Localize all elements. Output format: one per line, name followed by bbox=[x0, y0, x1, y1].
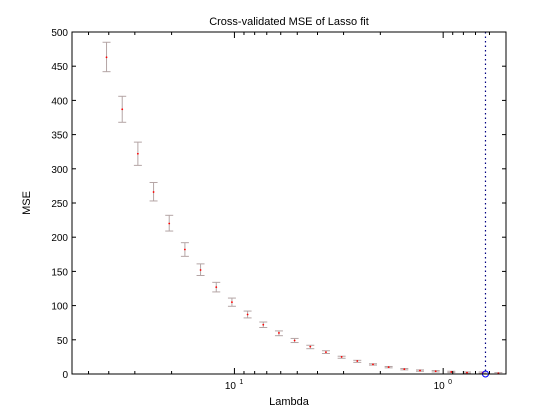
error-bar bbox=[400, 368, 409, 371]
mse-point bbox=[262, 323, 265, 326]
y-axis-label: MSE bbox=[21, 191, 33, 215]
mse-point bbox=[246, 313, 249, 316]
x-axis: 10 1 10 0 bbox=[88, 32, 490, 392]
error-bar bbox=[337, 355, 346, 359]
y-tick-label: 300 bbox=[51, 165, 68, 176]
error-bar bbox=[416, 369, 425, 372]
error-bar bbox=[353, 359, 362, 363]
mse-point bbox=[466, 371, 468, 374]
y-tick-label: 50 bbox=[57, 336, 69, 347]
mse-point bbox=[152, 191, 155, 193]
error-bar bbox=[196, 263, 205, 277]
error-bar bbox=[259, 321, 268, 328]
y-tick-label: 400 bbox=[51, 96, 68, 107]
error-bar bbox=[227, 297, 236, 307]
y-tick-label: 450 bbox=[51, 62, 68, 73]
mse-point bbox=[450, 371, 453, 373]
error-bar bbox=[149, 181, 158, 202]
mse-point bbox=[356, 360, 359, 362]
mse-point bbox=[168, 222, 171, 225]
mse-point bbox=[215, 286, 218, 289]
x-tick-exponent: 0 bbox=[448, 379, 452, 386]
mse-point bbox=[105, 56, 108, 59]
error-bar bbox=[368, 363, 377, 366]
mse-point bbox=[372, 363, 374, 366]
error-bar bbox=[180, 242, 189, 257]
x-tick-exponent: 1 bbox=[239, 379, 243, 386]
mse-point bbox=[136, 152, 139, 155]
mse-point bbox=[434, 370, 437, 373]
error-bar bbox=[165, 214, 174, 232]
y-tick-label: 200 bbox=[51, 233, 68, 244]
y-axis: 0 50 100 150 200 250 300 350 400 450 500 bbox=[51, 28, 506, 381]
mse-point bbox=[121, 108, 124, 111]
mse-point bbox=[293, 339, 296, 342]
chart-title: Cross-validated MSE of Lasso fit bbox=[209, 16, 369, 28]
error-bar bbox=[118, 95, 127, 123]
error-bar bbox=[290, 337, 299, 344]
y-tick-label: 350 bbox=[51, 131, 68, 142]
x-axis-label: Lambda bbox=[269, 396, 310, 408]
mse-point bbox=[325, 351, 327, 354]
x-tick-label: 10 bbox=[225, 381, 237, 392]
mse-point bbox=[278, 332, 280, 334]
mse-point bbox=[231, 301, 233, 304]
mse-point bbox=[419, 369, 421, 372]
mse-point bbox=[403, 368, 406, 371]
y-tick-label: 0 bbox=[62, 370, 68, 381]
plot-area bbox=[72, 32, 506, 374]
y-tick-label: 500 bbox=[51, 28, 68, 39]
error-bar bbox=[243, 310, 252, 319]
error-bar bbox=[133, 141, 142, 166]
error-bar bbox=[431, 370, 440, 373]
x-tick-label: 10 bbox=[434, 381, 446, 392]
error-bar bbox=[306, 344, 315, 350]
mse-point bbox=[340, 356, 343, 358]
y-tick-label: 100 bbox=[51, 302, 68, 313]
mse-point bbox=[183, 248, 186, 251]
error-bar bbox=[102, 41, 111, 73]
y-tick-label: 250 bbox=[51, 199, 68, 210]
error-bar bbox=[384, 365, 393, 369]
y-tick-label: 150 bbox=[51, 267, 68, 278]
error-bar bbox=[447, 370, 456, 374]
mse-point bbox=[309, 345, 312, 348]
mse-point bbox=[387, 366, 390, 369]
error-bar bbox=[462, 371, 471, 374]
mse-point bbox=[199, 269, 202, 271]
error-bar bbox=[274, 330, 283, 337]
error-bar bbox=[212, 281, 221, 293]
error-bar bbox=[321, 350, 330, 354]
